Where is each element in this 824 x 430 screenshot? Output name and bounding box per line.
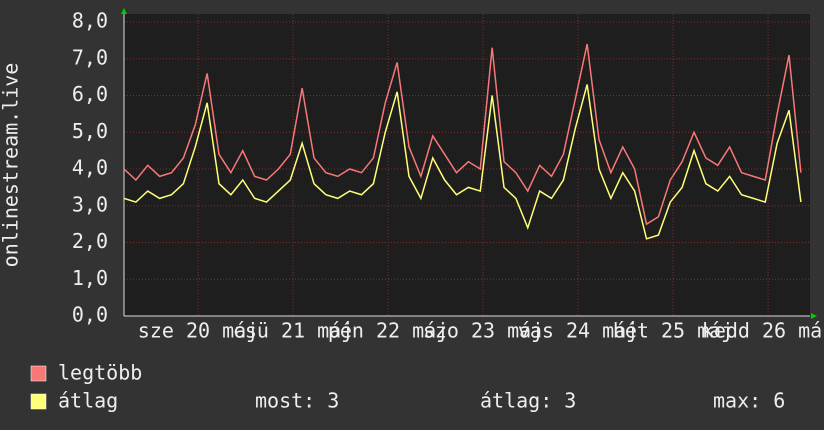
series-line (123, 43, 802, 226)
y-tick-label: 5,0 (72, 119, 108, 143)
legend-swatch (30, 365, 47, 382)
y-tick-label: 2,0 (72, 229, 108, 253)
y-arrow (121, 8, 127, 14)
x-tick-label: kedd 26 máj (702, 319, 824, 343)
legend-stat: max: 6 (713, 389, 785, 413)
legend-swatch (30, 393, 47, 410)
legend-stat: most: 3 (255, 389, 339, 413)
y-tick-label: 8,0 (72, 9, 108, 33)
y-tick-label: 3,0 (72, 192, 108, 216)
legend-stat: átlag: 3 (480, 389, 576, 413)
y-axis-label: onlinestream.live (0, 63, 23, 268)
y-tick-label: 6,0 (72, 82, 108, 106)
x-tick-label: sze 20 máj (138, 319, 258, 343)
x-tick-label: vas 24 máj (518, 319, 638, 343)
legend-label: legtöbb (58, 361, 142, 385)
x-tick-label: pén 22 máj (328, 319, 448, 343)
plot-area (124, 14, 810, 316)
x-tick-label: szo 23 máj (423, 319, 543, 343)
y-tick-label: 0,0 (72, 303, 108, 327)
y-tick-label: 1,0 (72, 266, 108, 290)
x-arrow (811, 313, 817, 319)
x-tick-label: hét 25 máj (613, 319, 733, 343)
series-line (123, 84, 802, 240)
y-tick-label: 7,0 (72, 45, 108, 69)
x-tick-label: csü 21 máj (233, 319, 353, 343)
y-tick-label: 4,0 (72, 156, 108, 180)
legend-label: átlag (58, 389, 118, 413)
